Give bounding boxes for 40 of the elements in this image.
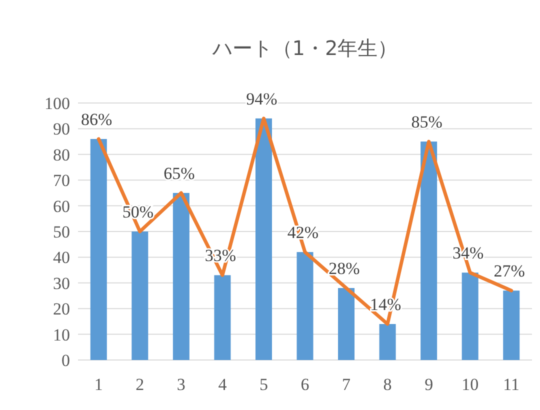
x-tick-label: 10 [462,375,479,394]
bar [420,142,438,360]
data-label: 86% [81,110,112,129]
y-tick-label: 100 [44,94,70,113]
chart-title: ハート（1・2年生） [211,36,398,60]
bar [296,252,314,360]
x-tick-label: 6 [300,375,310,394]
bar [255,118,272,360]
y-tick-label: 30 [53,274,70,293]
y-tick-label: 0 [62,351,70,370]
y-tick-label: 70 [53,171,70,190]
y-tick-label: 10 [53,325,70,344]
bar [462,272,478,360]
bar [379,324,396,360]
x-tick-label: 4 [218,375,228,394]
y-tick-label: 40 [53,248,70,268]
y-tick-label: 20 [53,300,70,319]
y-tick-label: 60 [53,196,70,216]
x-tick-label: 3 [176,375,186,394]
data-label: 85% [411,112,442,132]
data-label: 28% [328,259,360,278]
x-tick-label: 7 [342,375,352,394]
bar [90,138,107,360]
x-tick-label: 1 [94,375,103,394]
y-tick-label: 80 [53,145,70,164]
bar [132,232,148,360]
bar [338,288,355,360]
data-label: 27% [494,262,525,281]
y-tick-label: 90 [53,120,70,139]
y-tick-label: 50 [53,222,70,242]
bar [503,290,520,360]
data-label: 65% [164,164,195,183]
bar [172,192,190,360]
x-tick-label: 5 [259,375,268,394]
x-tick-label: 8 [383,375,392,394]
x-tick-label: 2 [136,375,144,394]
data-label: 94% [246,89,278,108]
x-tick-label: 9 [424,375,434,394]
x-tick-label: 11 [503,375,520,394]
bar [214,275,231,360]
